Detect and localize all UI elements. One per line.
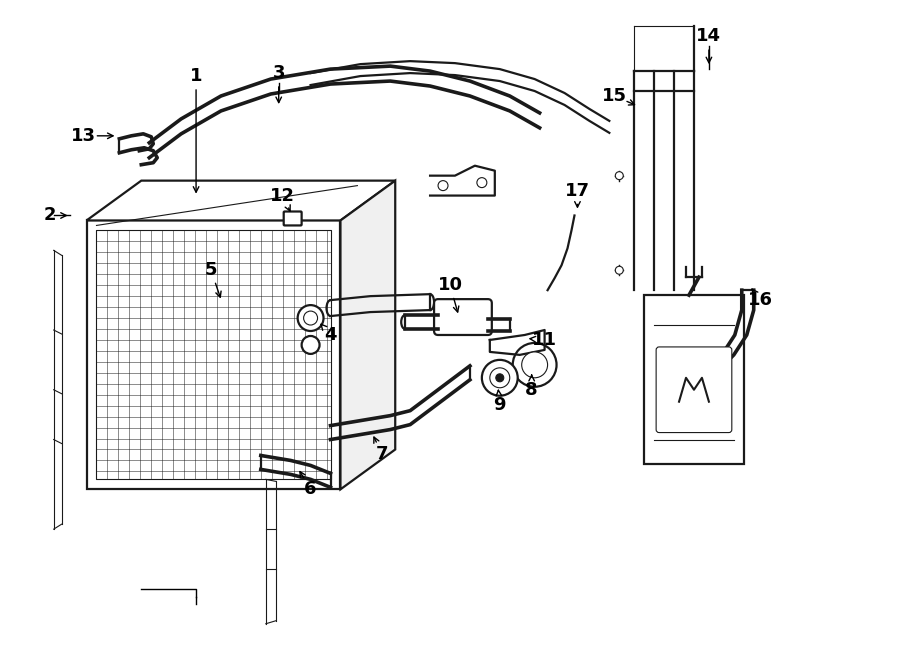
Circle shape [303, 311, 318, 325]
FancyBboxPatch shape [284, 212, 302, 225]
Text: 11: 11 [532, 331, 557, 349]
Text: 16: 16 [748, 291, 773, 309]
Polygon shape [86, 180, 395, 221]
Circle shape [438, 180, 448, 190]
Text: 8: 8 [526, 381, 538, 399]
Text: 1: 1 [190, 67, 203, 85]
Circle shape [490, 368, 509, 388]
Text: 6: 6 [304, 481, 317, 498]
Bar [644, 295, 743, 465]
Polygon shape [430, 166, 495, 196]
Text: 2: 2 [43, 206, 56, 225]
Text: 4: 4 [324, 326, 337, 344]
Polygon shape [490, 330, 544, 355]
Text: 12: 12 [270, 186, 295, 204]
Text: 13: 13 [71, 127, 96, 145]
Text: 17: 17 [565, 182, 590, 200]
Circle shape [302, 336, 319, 354]
Text: 10: 10 [437, 276, 463, 294]
Text: 15: 15 [602, 87, 626, 105]
Text: 14: 14 [697, 27, 722, 45]
FancyBboxPatch shape [434, 299, 491, 335]
Text: 3: 3 [273, 64, 285, 82]
Circle shape [616, 266, 624, 274]
Text: 9: 9 [493, 396, 506, 414]
FancyBboxPatch shape [656, 347, 732, 432]
Circle shape [522, 352, 547, 378]
Circle shape [298, 305, 323, 331]
Text: 5: 5 [205, 261, 217, 279]
Circle shape [616, 172, 624, 180]
Circle shape [482, 360, 517, 396]
Text: 7: 7 [376, 446, 389, 463]
Circle shape [513, 343, 556, 387]
Polygon shape [340, 180, 395, 489]
Circle shape [496, 374, 504, 382]
Circle shape [477, 178, 487, 188]
